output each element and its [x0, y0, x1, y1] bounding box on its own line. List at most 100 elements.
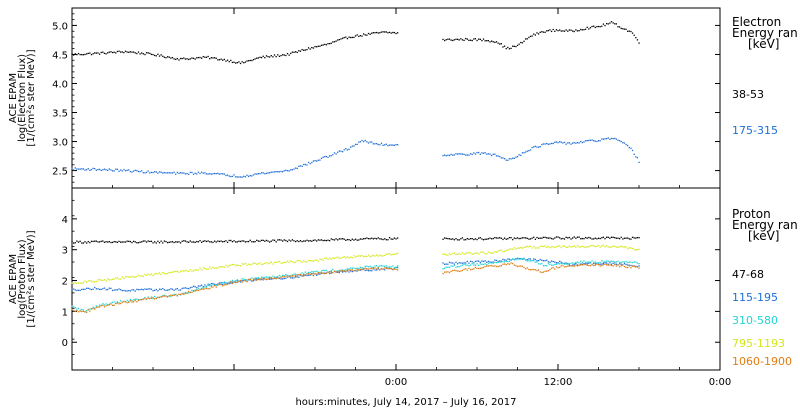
data-point: [516, 258, 519, 260]
data-point: [571, 264, 574, 266]
data-point: [367, 270, 370, 272]
data-point: [283, 170, 285, 172]
data-point: [110, 169, 112, 171]
data-point: [102, 304, 104, 306]
data-point: [375, 143, 378, 145]
data-point: [369, 267, 371, 270]
data-point: [570, 29, 572, 31]
data-point: [622, 238, 624, 240]
data-point: [456, 239, 459, 241]
data-point: [505, 263, 507, 266]
data-point: [528, 238, 530, 240]
data-point: [380, 265, 383, 267]
data-point: [539, 245, 541, 248]
data-point: [550, 237, 553, 240]
data-point: [173, 294, 175, 297]
data-point: [580, 238, 582, 240]
data-point: [447, 154, 449, 156]
data-point: [73, 54, 75, 56]
data-point: [244, 278, 247, 281]
data-point: [615, 261, 618, 263]
data-point: [230, 59, 232, 62]
data-point: [257, 240, 259, 242]
data-point: [447, 238, 449, 240]
data-point: [460, 265, 462, 267]
data-point: [154, 273, 156, 275]
data-point: [614, 263, 616, 266]
data-point: [100, 240, 102, 243]
data-point: [638, 267, 640, 269]
data-point: [390, 32, 392, 34]
data-point: [633, 237, 635, 239]
data-point: [529, 258, 532, 260]
data-point: [337, 256, 339, 258]
data-point: [516, 44, 519, 47]
data-point: [141, 299, 143, 301]
data-point: [309, 163, 311, 165]
data-point: [160, 54, 162, 56]
data-point: [173, 289, 175, 292]
data-point: [186, 241, 188, 243]
data-point: [337, 151, 339, 153]
data-point: [188, 241, 190, 243]
data-point: [181, 240, 183, 242]
data-point: [269, 277, 271, 279]
data-point: [460, 262, 462, 264]
data-point: [563, 266, 566, 268]
data-point: [134, 290, 136, 292]
data-point: [379, 268, 381, 271]
data-point: [327, 239, 329, 241]
data-point: [606, 264, 608, 266]
data-point: [311, 273, 313, 276]
data-point: [226, 174, 229, 176]
data-point: [618, 26, 621, 28]
data-point: [567, 30, 569, 32]
data-point: [612, 262, 614, 264]
data-point: [260, 56, 263, 59]
data-point: [113, 301, 115, 303]
data-point: [565, 246, 567, 248]
data-point: [541, 245, 543, 247]
data-point: [515, 258, 517, 260]
data-point: [162, 294, 164, 297]
data-point: [379, 238, 381, 240]
data-point: [606, 260, 608, 262]
data-point: [204, 240, 206, 242]
data-point: [442, 38, 444, 41]
data-point: [123, 168, 125, 171]
data-point: [544, 270, 546, 273]
data-point: [450, 238, 452, 240]
data-point: [359, 255, 362, 257]
data-point: [285, 277, 287, 279]
data-point: [320, 44, 323, 46]
data-point: [614, 137, 616, 140]
data-point: [379, 265, 381, 267]
data-point: [568, 263, 571, 265]
data-point: [453, 239, 456, 241]
data-point: [489, 262, 491, 264]
data-point: [565, 262, 567, 264]
data-point: [609, 260, 611, 263]
data-point: [149, 297, 151, 300]
data-point: [179, 289, 182, 291]
data-point: [257, 57, 259, 59]
data-point: [601, 260, 603, 262]
data-point: [286, 260, 289, 262]
data-point: [588, 262, 590, 264]
data-point: [466, 154, 468, 156]
data-point: [534, 145, 537, 148]
data-point: [367, 142, 370, 144]
data-point: [638, 248, 640, 251]
data-point: [74, 53, 76, 55]
data-point: [270, 261, 272, 263]
data-point: [136, 169, 138, 172]
data-point: [549, 237, 551, 239]
data-point: [270, 278, 272, 280]
data-point: [97, 279, 99, 281]
data-point: [285, 275, 287, 277]
data-point: [296, 167, 298, 170]
data-point: [220, 240, 222, 242]
data-point: [110, 303, 112, 305]
y-axis-label: ACE EPAMlog(Electron Flux)[1/(cm²s ster …: [8, 49, 37, 146]
data-point: [630, 147, 632, 150]
